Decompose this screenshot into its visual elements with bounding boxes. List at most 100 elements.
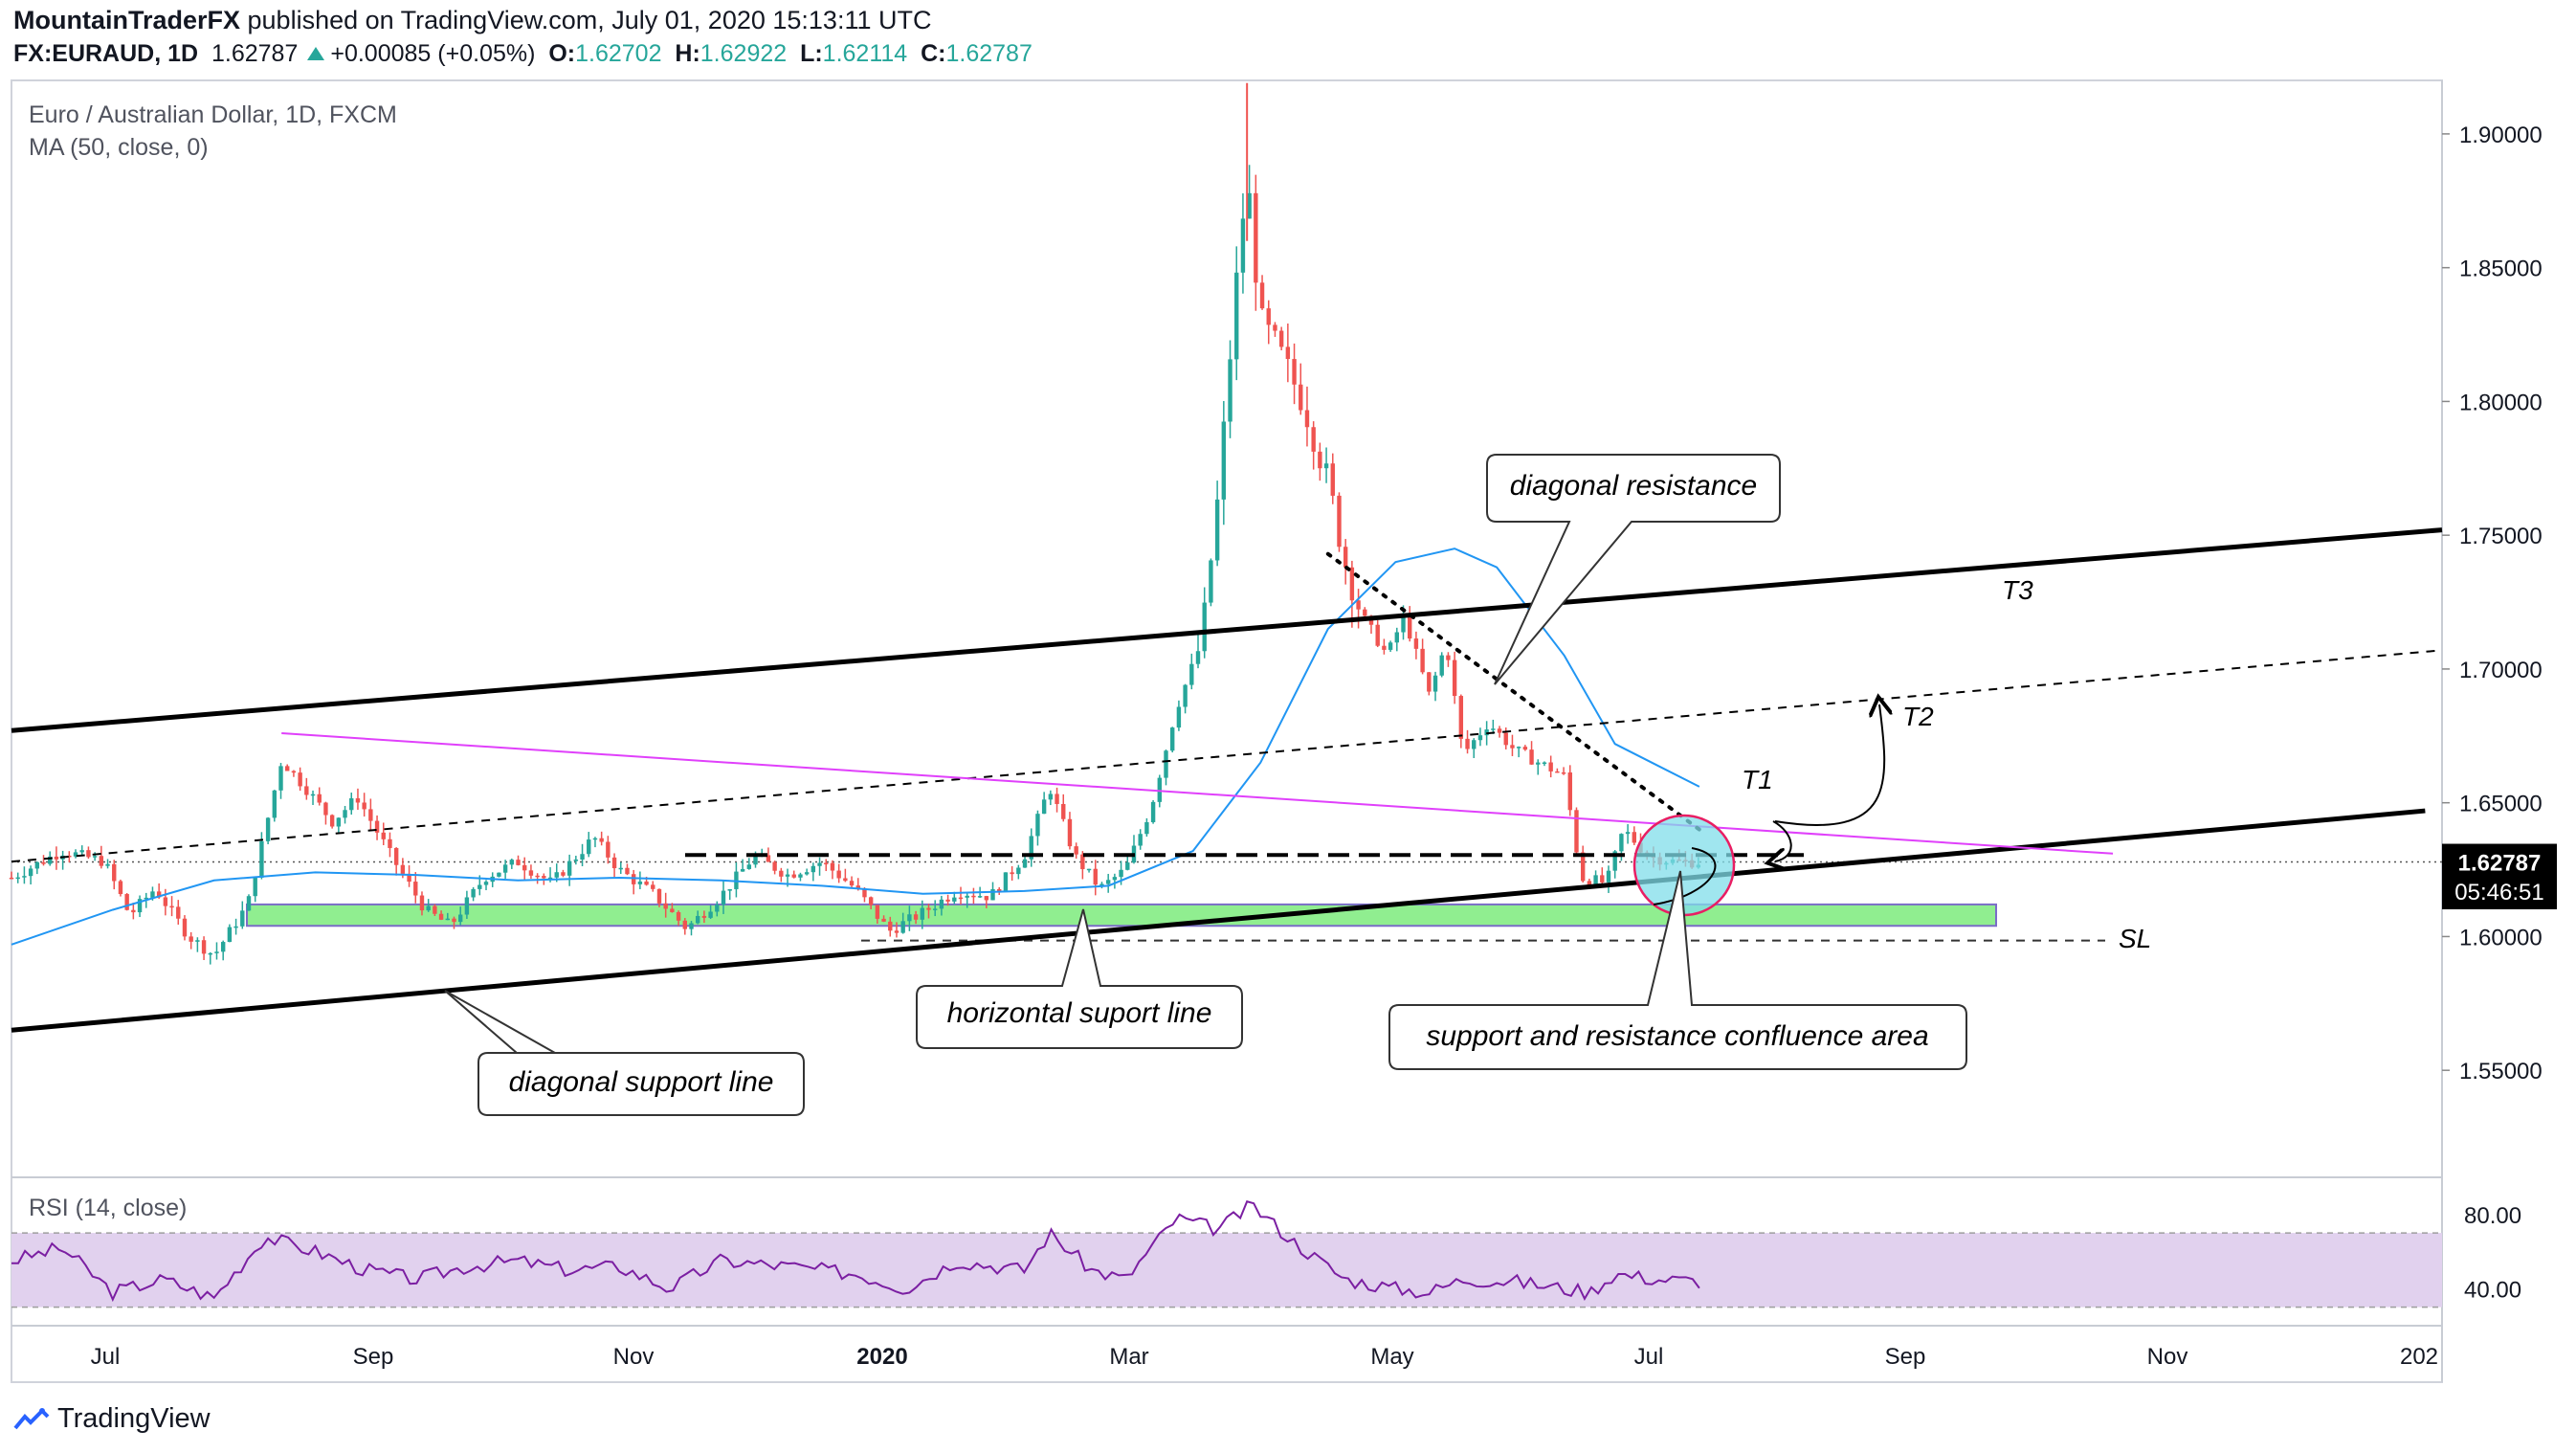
callout-horizontal-support[interactable]: horizontal suport line: [916, 908, 1243, 1049]
candle-body: [913, 914, 919, 920]
candle-body: [22, 876, 27, 878]
last-price-tag-text: 1.62787: [2458, 851, 2542, 877]
candle-body: [817, 862, 822, 866]
candle-body: [1003, 872, 1009, 892]
candle-body: [580, 854, 585, 860]
candle-body: [1202, 602, 1207, 652]
chart-frame: [11, 79, 2443, 1383]
callout-diagonal-resistance-text: diagonal resistance: [1510, 470, 1758, 502]
publish-date: published on TradingView.com, July 01, 2…: [240, 6, 932, 34]
candle-body: [708, 911, 713, 918]
candle-body: [208, 952, 212, 955]
candle-body: [1619, 834, 1624, 852]
candle-body: [1016, 867, 1021, 875]
candle-body: [1522, 747, 1528, 750]
t3-channel-line[interactable]: [11, 527, 2443, 733]
candle-body: [977, 896, 983, 898]
candle-body: [1542, 762, 1547, 765]
callout-diagonal-resistance[interactable]: diagonal resistance: [1486, 454, 1781, 685]
symbol-name[interactable]: FX:EURAUD, 1D: [13, 40, 199, 67]
candle-body: [54, 856, 59, 860]
t2-arrow-icon[interactable]: [1774, 704, 1884, 826]
candle-body: [1247, 192, 1252, 219]
candle-body: [1029, 836, 1033, 860]
diagonal-resistance-line[interactable]: [1325, 551, 1701, 832]
candle-body: [502, 864, 508, 873]
callout-confluence-text: support and resistance confluence area: [1426, 1020, 1928, 1052]
candle-body: [1510, 745, 1515, 749]
horizontal-support-zone[interactable]: [246, 903, 1997, 928]
rsi-line: [11, 1200, 1700, 1303]
candle-body: [1112, 877, 1118, 881]
candle-body: [1458, 696, 1464, 739]
candle-body: [86, 850, 91, 858]
candle-body: [497, 872, 501, 877]
candle-body: [779, 870, 784, 877]
t2-dashed-line[interactable]: [11, 649, 2443, 863]
candle-body: [1105, 880, 1111, 884]
price-axis[interactable]: 1.90000 1.85000 1.80000 1.75000 1.70000 1.650…: [2442, 123, 2543, 1084]
candle-body: [1080, 854, 1085, 870]
candle-body: [310, 794, 316, 796]
candle-body: [1035, 814, 1040, 837]
publish-info: MountainTraderFX published on TradingVie…: [13, 6, 931, 35]
candle-body: [1150, 801, 1156, 822]
confluence-circle[interactable]: [1632, 814, 1736, 917]
candle-body: [1625, 832, 1631, 835]
candle-body: [272, 790, 278, 818]
candle-body: [1484, 729, 1489, 736]
candle-body: [631, 874, 636, 884]
candle-body: [958, 897, 964, 900]
candle-body: [265, 817, 271, 841]
candle-body: [1093, 868, 1098, 885]
t1-arrow-icon[interactable]: [1773, 820, 1792, 861]
candle-body: [1465, 738, 1470, 749]
time-tick-label: Sep: [1885, 1344, 1926, 1370]
price-tick-label: 1.55000: [2459, 1059, 2543, 1084]
candle-body: [1254, 192, 1258, 283]
candle-body: [855, 885, 860, 889]
candle-body: [1311, 427, 1316, 452]
candle-body: [920, 907, 924, 920]
candle-body: [1323, 463, 1329, 469]
candle-body: [426, 905, 431, 911]
candle-body: [41, 861, 46, 864]
candle-body: [785, 874, 790, 877]
candle-body: [163, 897, 168, 906]
candle-body: [349, 798, 354, 811]
rsi-axis[interactable]: 80.00 40.00: [2464, 1203, 2521, 1304]
candle-body: [1343, 547, 1348, 568]
candle-body: [1432, 675, 1438, 692]
candle-body: [644, 881, 649, 885]
candle-body: [1318, 451, 1322, 469]
candle-body: [388, 838, 392, 848]
price-tick-label: 1.80000: [2459, 390, 2543, 415]
rsi-tick-label: 80.00: [2464, 1203, 2521, 1229]
candle-body: [201, 940, 207, 954]
candle-body: [1567, 772, 1572, 811]
tradingview-logo[interactable]: TradingView: [13, 1403, 211, 1435]
callout-diagonal-support[interactable]: diagonal support line: [444, 990, 805, 1116]
up-arrow-icon: [307, 47, 325, 60]
candle-body: [1394, 632, 1399, 643]
pink-resistance-line[interactable]: [281, 732, 2114, 855]
ma-legend[interactable]: MA (50, close, 0): [29, 134, 209, 161]
candle-body: [1574, 810, 1579, 853]
author-name[interactable]: MountainTraderFX: [13, 6, 241, 34]
candle-body: [900, 921, 905, 933]
rsi-legend[interactable]: RSI (14, close): [29, 1195, 187, 1221]
candle-body: [413, 882, 418, 896]
callout-confluence[interactable]: support and resistance confluence area: [1388, 870, 1967, 1070]
candle-body: [1259, 282, 1265, 309]
candle-body: [34, 861, 40, 869]
candle-body: [843, 878, 848, 882]
time-axis[interactable]: Jul Sep Nov 2020 Mar May Jul Sep Nov 202: [91, 1344, 2438, 1370]
candle-body: [862, 888, 867, 898]
chart-title-legend[interactable]: Euro / Australian Dollar, 1D, FXCM: [29, 101, 397, 128]
candle-body: [92, 856, 98, 858]
candle-body: [317, 794, 322, 803]
candle-body: [28, 868, 33, 877]
candle-body: [509, 860, 515, 865]
candle-body: [528, 870, 534, 876]
